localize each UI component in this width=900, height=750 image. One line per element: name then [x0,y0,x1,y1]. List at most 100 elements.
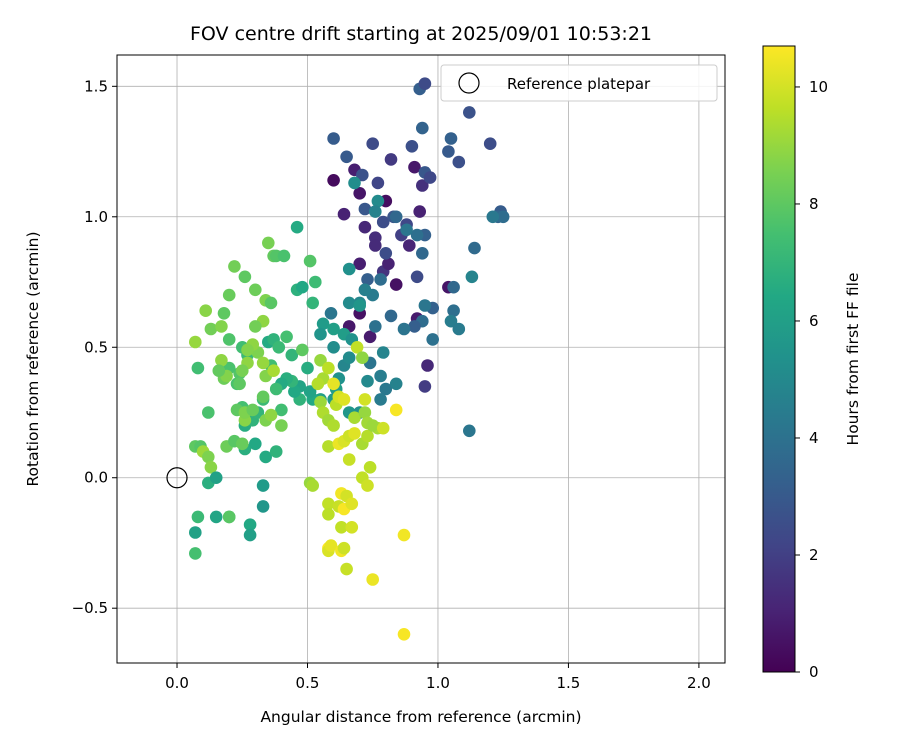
scatter-point [303,385,317,398]
scatter-point [369,320,382,333]
scatter-point [371,194,385,208]
scatter-point [369,239,382,252]
scatter-point [238,270,252,284]
scatter-point [327,341,340,354]
scatter-point [296,343,309,357]
x-tick-label: 0.0 [165,674,189,692]
data-points [189,77,510,641]
x-tick-label: 0.5 [296,674,320,692]
scatter-point [327,377,340,391]
scatter-point [405,140,419,153]
scatter-point [209,510,223,524]
scatter-point [215,320,228,333]
scatter-point [358,283,372,297]
scatter-point [256,390,270,404]
scatter-point [322,508,335,521]
colorbar-tick-label: 8 [809,195,819,213]
scatter-point [358,220,372,234]
scatter-point [249,437,262,451]
scatter-point [452,322,466,336]
colorbar-ticks: 0 2 4 6 8 10 [795,78,828,681]
scatter-point [452,155,466,169]
scatter-point [463,424,476,438]
reference-point [166,467,188,489]
scatter-point [369,205,382,218]
scatter-point [285,348,299,362]
scatter-point [222,510,236,524]
scatter-point [356,351,369,365]
colorbar-tick-label: 0 [809,663,819,681]
scatter-point [410,228,424,242]
scatter-point [322,440,335,453]
scatter-point [384,153,398,166]
scatter-point [189,335,202,349]
scatter-point [228,260,241,273]
scatter-point [199,304,212,318]
scatter-point [222,333,236,346]
y-tick-label: 0.5 [84,338,108,356]
scatter-point [397,528,411,542]
scatter-point [348,176,361,190]
scatter-point [327,132,340,145]
scatter-point [418,299,432,312]
plot-frame [116,54,726,664]
scatter-point [314,354,327,367]
scatter-point [269,445,283,458]
scatter-point [243,528,257,542]
scatter-point [233,377,246,391]
scatter-point [389,403,403,417]
scatter-point [267,364,280,378]
chart-title: FOV centre drift starting at 2025/09/01 … [190,23,652,45]
scatter-point [259,450,273,464]
scatter-point [337,393,351,406]
scatter-point [361,479,374,492]
scatter-point [345,497,359,511]
x-tick-label: 1.5 [557,674,581,692]
scatter-point [342,296,356,310]
scatter-point [189,547,202,560]
scatter-point [408,320,421,333]
scatter-point [444,132,458,145]
scatter-point [374,393,387,406]
scatter-point [327,419,340,432]
scatter-point [209,471,223,485]
scatter-point [272,341,286,354]
colorbar [762,45,796,673]
scatter-point [311,377,325,391]
y-tick-label: 0.0 [84,469,108,487]
scatter-point [202,406,215,419]
scatter-point [376,421,390,435]
scatter-point [337,207,351,221]
scatter-point [288,385,301,398]
scatter-point [264,408,278,422]
scatter-point [306,479,320,492]
scatter-point [389,210,403,224]
scatter-point [389,278,403,291]
scatter-point [353,187,367,200]
scatter-point [468,241,481,255]
scatter-point [442,145,455,158]
scatter-point [374,369,387,383]
y-tick-label: −0.5 [72,599,108,617]
scatter-point [202,450,215,464]
scatter-point [416,179,429,192]
scatter-point [191,361,205,375]
scatter-point [382,257,395,271]
scatter-point [376,346,390,359]
scatter-point [222,288,236,302]
x-tick-label: 1.0 [426,674,450,692]
y-tick-label: 1.5 [84,77,108,95]
scatter-point [342,351,356,365]
scatter-point [269,382,283,396]
scatter-point [384,309,398,323]
scatter-point [403,239,416,252]
scatter-point [256,479,270,492]
scatter-point [463,106,476,119]
scatter-point [353,257,367,271]
scatter-point [379,247,393,260]
scatter-point [241,343,254,357]
scatter-point [212,364,226,378]
scatter-point [314,327,327,341]
scatter-point [361,429,374,443]
